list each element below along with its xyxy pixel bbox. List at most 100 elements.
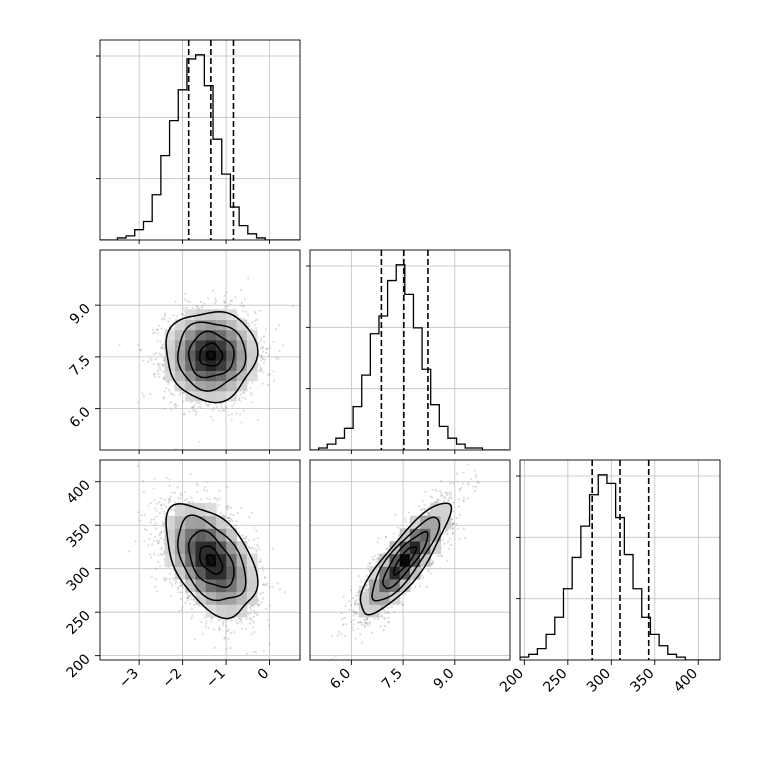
- scatter-point: [230, 299, 234, 302]
- scatter-point: [191, 614, 194, 617]
- scatter-point: [265, 607, 268, 610]
- scatter-point: [179, 492, 182, 495]
- scatter-point: [232, 513, 235, 517]
- scatter-point: [149, 392, 152, 396]
- scatter-point: [265, 351, 268, 355]
- scatter-point: [238, 620, 241, 623]
- scatter-point: [160, 503, 163, 507]
- density-cell: [195, 339, 207, 351]
- scatter-point: [238, 398, 241, 401]
- scatter-point: [162, 521, 165, 524]
- density-cell: [185, 309, 196, 321]
- scatter-point: [150, 518, 153, 521]
- scatter-point: [250, 604, 254, 607]
- scatter-point: [174, 300, 177, 303]
- scatter-point: [154, 535, 157, 539]
- scatter-point: [137, 401, 140, 404]
- scatter-point: [160, 504, 163, 507]
- scatter-point: [137, 343, 140, 346]
- scatter-point: [277, 324, 280, 327]
- scatter-point: [153, 553, 156, 556]
- contour-line: [199, 342, 224, 367]
- scatter-point: [261, 591, 264, 594]
- scatter-point: [195, 305, 198, 308]
- scatter-point: [227, 516, 231, 519]
- scatter-point: [210, 617, 213, 620]
- scatter-point: [265, 347, 268, 350]
- scatter-point: [185, 497, 188, 501]
- scatter-point: [185, 596, 188, 599]
- density-cell: [216, 390, 227, 402]
- scatter-point: [227, 504, 230, 508]
- scatter-point: [160, 346, 163, 350]
- scatter-point: [158, 366, 161, 369]
- scatter-point: [267, 373, 270, 376]
- density-cell: [216, 370, 227, 382]
- scatter-point: [242, 409, 245, 412]
- scatter-point: [218, 628, 221, 631]
- scatter-point: [192, 409, 195, 412]
- scatter-point: [162, 363, 165, 366]
- scatter-point: [190, 607, 194, 610]
- scatter-point: [152, 373, 156, 376]
- scatter-point: [268, 372, 271, 376]
- scatter-point: [250, 632, 253, 636]
- scatter-point: [164, 387, 168, 390]
- scatter-point: [258, 560, 261, 564]
- scatter-point: [260, 601, 263, 604]
- scatter-point: [239, 617, 242, 620]
- scatter-point: [249, 611, 252, 615]
- scatter-point: [282, 344, 285, 347]
- scatter-point: [159, 340, 162, 343]
- scatter-point: [170, 408, 173, 411]
- scatter-point: [182, 391, 185, 395]
- scatter-point: [261, 566, 264, 569]
- scatter-point: [173, 501, 176, 504]
- scatter-point: [239, 393, 242, 396]
- scatter-point: [171, 584, 174, 587]
- scatter-point: [139, 348, 142, 351]
- hist-panel-1: [96, 40, 300, 240]
- scatter-point: [267, 624, 270, 627]
- scatter-point: [143, 513, 146, 517]
- scatter-point: [183, 490, 186, 493]
- scatter-point: [158, 501, 161, 504]
- scatter-point: [257, 545, 260, 548]
- scatter-point: [158, 352, 161, 355]
- scatter-point: [201, 632, 204, 635]
- scatter-point: [192, 406, 195, 409]
- scatter-point: [262, 361, 266, 364]
- scatter-point: [191, 501, 194, 504]
- scatter-point: [196, 305, 199, 308]
- scatter-point: [253, 527, 256, 530]
- scatter-point: [245, 535, 248, 539]
- scatter-point: [162, 396, 165, 399]
- scatter-point: [151, 543, 154, 546]
- scatter-point: [158, 532, 162, 535]
- density-cell: [216, 309, 227, 321]
- scatter-point: [191, 306, 194, 310]
- scatter-point: [239, 413, 242, 416]
- scatter-point: [227, 519, 231, 523]
- scatter-point: [162, 522, 165, 526]
- scatter-point: [227, 516, 230, 519]
- scatter-point: [196, 307, 199, 310]
- scatter-point: [225, 407, 228, 410]
- scatter-point: [269, 585, 272, 589]
- scatter-point: [177, 591, 180, 594]
- scatter-point: [180, 312, 183, 316]
- scatter-point: [161, 347, 164, 350]
- scatter-point: [180, 608, 183, 612]
- scatter-point: [276, 582, 279, 585]
- scatter-point: [147, 360, 150, 363]
- scatter-point: [245, 617, 248, 620]
- scatter-point: [227, 637, 230, 640]
- scatter-point: [169, 495, 172, 498]
- scatter-point: [239, 618, 243, 621]
- scatter-point: [255, 550, 258, 553]
- scatter-point: [162, 510, 165, 513]
- contour-line: [165, 311, 259, 404]
- scatter-point: [242, 305, 245, 308]
- scatter-point: [152, 353, 156, 356]
- scatter-point: [227, 413, 230, 417]
